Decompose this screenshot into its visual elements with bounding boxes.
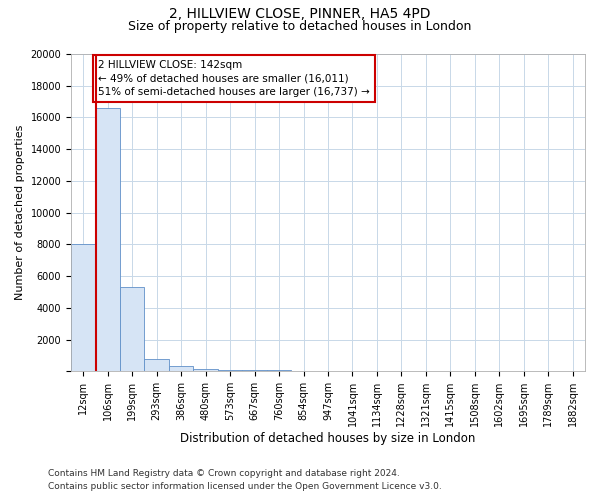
Text: Size of property relative to detached houses in London: Size of property relative to detached ho… — [128, 20, 472, 33]
X-axis label: Distribution of detached houses by size in London: Distribution of detached houses by size … — [181, 432, 476, 445]
Text: Contains public sector information licensed under the Open Government Licence v3: Contains public sector information licen… — [48, 482, 442, 491]
Bar — [218, 370, 242, 371]
Bar — [145, 358, 169, 371]
Bar — [292, 370, 316, 371]
Text: 2, HILLVIEW CLOSE, PINNER, HA5 4PD: 2, HILLVIEW CLOSE, PINNER, HA5 4PD — [169, 8, 431, 22]
Y-axis label: Number of detached properties: Number of detached properties — [15, 125, 25, 300]
Text: Contains HM Land Registry data © Crown copyright and database right 2024.: Contains HM Land Registry data © Crown c… — [48, 468, 400, 477]
Bar — [267, 370, 292, 371]
Text: 2 HILLVIEW CLOSE: 142sqm
← 49% of detached houses are smaller (16,011)
51% of se: 2 HILLVIEW CLOSE: 142sqm ← 49% of detach… — [98, 60, 370, 96]
Bar — [71, 244, 95, 371]
Bar — [95, 108, 120, 371]
Bar — [242, 370, 267, 371]
Bar — [120, 287, 145, 371]
Bar — [193, 368, 218, 371]
Bar — [169, 366, 193, 371]
